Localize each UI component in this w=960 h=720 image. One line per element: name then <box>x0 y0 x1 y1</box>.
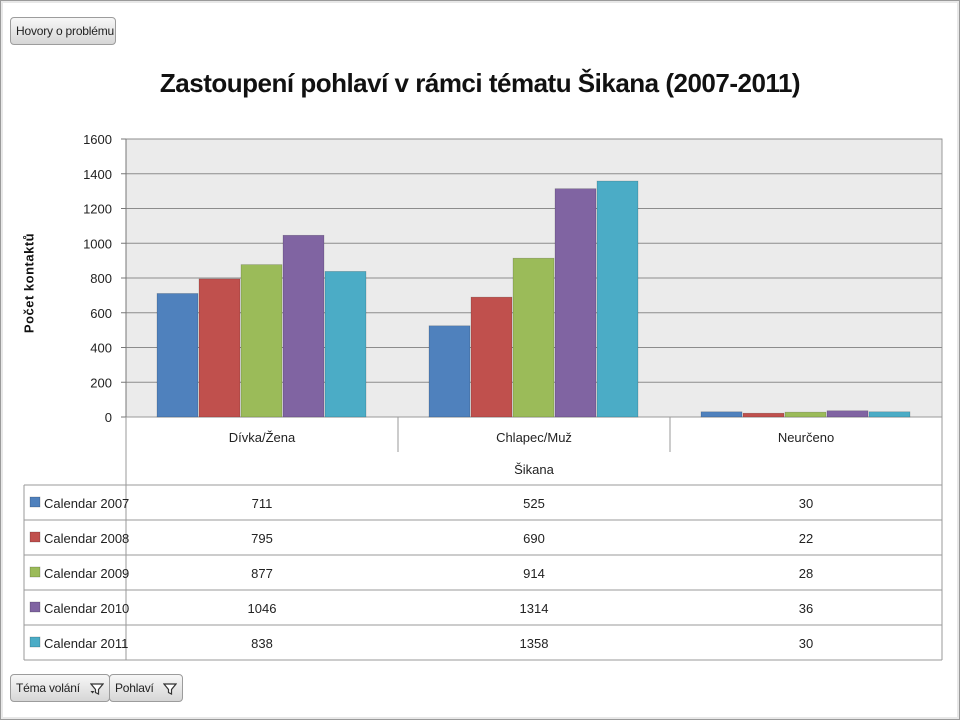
data-table-value: 36 <box>799 601 813 616</box>
legend-series-name: Calendar 2011 <box>44 636 128 651</box>
bar <box>470 296 513 418</box>
category-label: Neurčeno <box>778 430 834 445</box>
field-button-label: Pohlaví <box>115 681 154 695</box>
bar <box>784 411 827 418</box>
legend-swatch <box>29 566 41 578</box>
y-tick-label: 1200 <box>83 202 112 217</box>
bar <box>554 188 597 418</box>
y-tick-label: 0 <box>105 410 112 425</box>
category-label: Chlapec/Muž <box>496 430 572 445</box>
data-table-value: 1314 <box>520 601 549 616</box>
bar <box>742 412 785 418</box>
data-table-value: 711 <box>252 496 273 511</box>
y-tick-label: 600 <box>90 306 112 321</box>
data-field-button-hovory[interactable]: Hovory o problému <box>10 17 116 45</box>
bar <box>156 293 199 418</box>
legend-series-name: Calendar 2007 <box>44 496 129 511</box>
field-button-tema-volani[interactable]: Téma volání <box>10 674 110 702</box>
bar <box>240 264 283 418</box>
bar <box>198 278 241 418</box>
field-button-label: Téma volání <box>16 681 80 695</box>
bar <box>512 257 555 418</box>
chart-title: Zastoupení pohlaví v rámci tématu Šikana… <box>159 68 801 98</box>
data-table-value: 30 <box>799 636 813 651</box>
bar <box>282 234 325 418</box>
legend-series-name: Calendar 2008 <box>44 531 129 546</box>
data-table-value: 22 <box>799 531 813 546</box>
bar <box>868 411 911 418</box>
data-table-value: 690 <box>523 531 545 546</box>
data-table-value: 28 <box>799 566 813 581</box>
data-table-value: 1358 <box>520 636 549 651</box>
data-table-value: 795 <box>251 531 273 546</box>
filter-icon[interactable] <box>163 682 177 696</box>
data-field-label: Hovory o problému <box>16 24 114 38</box>
legend-swatch <box>29 601 41 613</box>
y-tick-label: 1600 <box>83 132 112 147</box>
bar <box>596 180 639 418</box>
y-tick-label: 200 <box>90 375 112 390</box>
y-tick-label: 1000 <box>83 236 112 251</box>
bar <box>428 325 471 418</box>
legend-series-name: Calendar 2010 <box>44 601 129 616</box>
y-tick-label: 800 <box>90 271 112 286</box>
data-table-value: 838 <box>251 636 273 651</box>
y-tick-label: 400 <box>90 341 112 356</box>
x-axis-group-label: Šikana <box>514 462 555 477</box>
filter-icon[interactable] <box>90 682 104 696</box>
category-label: Dívka/Žena <box>229 430 296 445</box>
field-button-pohlavi[interactable]: Pohlaví <box>109 674 183 702</box>
bar <box>826 410 869 418</box>
data-table-value: 1046 <box>248 601 277 616</box>
data-table-value: 30 <box>799 496 813 511</box>
y-tick-label: 1400 <box>83 167 112 182</box>
data-table-value: 525 <box>523 496 545 511</box>
legend-swatch <box>29 531 41 543</box>
legend-swatch <box>29 636 41 648</box>
data-table-value: 877 <box>251 566 273 581</box>
data-table-value: 914 <box>523 566 545 581</box>
legend-series-name: Calendar 2009 <box>44 566 129 581</box>
bar <box>700 411 743 418</box>
legend-swatch <box>29 496 41 508</box>
bar <box>324 271 367 418</box>
